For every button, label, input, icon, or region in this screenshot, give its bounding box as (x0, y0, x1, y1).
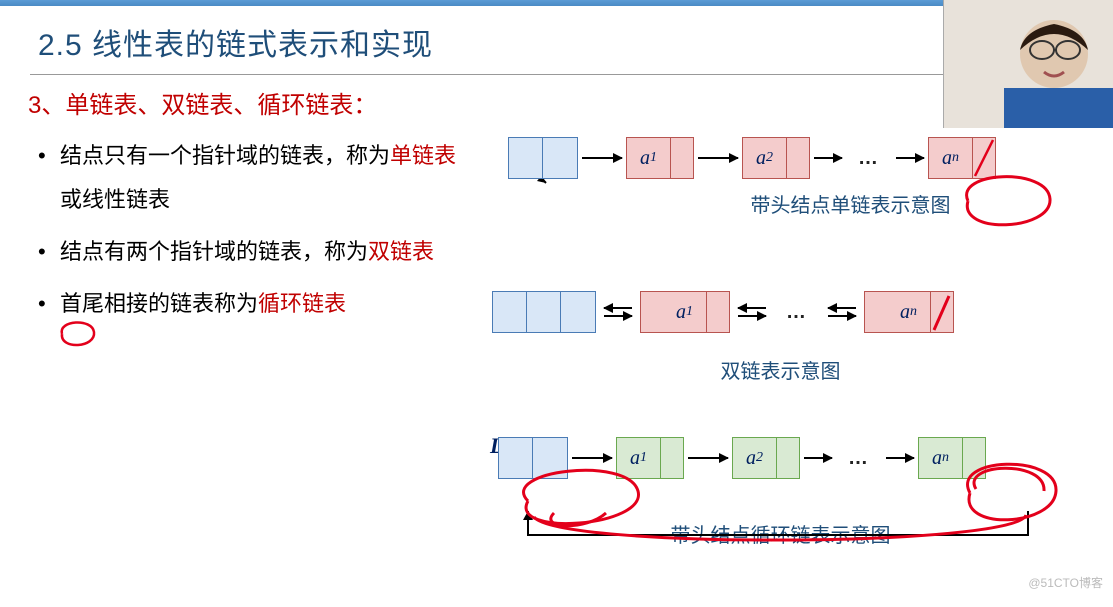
watermark: @51CTO博客 (1028, 574, 1103, 591)
bullet-3-red: 循环链表 (258, 291, 346, 316)
arrow-icon (582, 157, 622, 159)
person-icon (944, 0, 1113, 128)
ca2-sub: 2 (756, 450, 763, 466)
arrow-icon (886, 457, 914, 459)
bullet-3: 首尾相接的链表称为循环链表 (60, 282, 458, 326)
row-doubly: a1 … an (492, 291, 1093, 333)
bullet-1-pre: 结点只有一个指针域的链表，称为 (60, 143, 390, 168)
bullet-2-pre: 结点有两个指针域的链表，称为 (60, 239, 368, 264)
arrow-icon (896, 157, 924, 159)
title-divider (30, 74, 1083, 75)
bullet-3-pre: 首尾相接的链表称为 (60, 291, 258, 316)
double-arrow-icon (824, 307, 860, 317)
heading-term-1: 单链表 (65, 92, 137, 119)
node-a1: a1 (626, 137, 694, 179)
section-heading: 3、单链表、双链表、循环链表： (28, 85, 458, 120)
bullet-2: 结点有两个指针域的链表，称为双链表 (60, 230, 458, 274)
heading-term-3: 循环链表 (257, 92, 353, 119)
a2-sub: 2 (766, 150, 773, 166)
ellipsis: … (786, 301, 808, 324)
caption-2: 双链表示意图 (468, 355, 1093, 384)
heading-sep-2: 、 (233, 92, 257, 119)
scribble-loop-trace (498, 507, 1058, 557)
heading-term-2: 双链表 (161, 92, 233, 119)
double-arrow-icon (734, 307, 770, 317)
double-arrow-icon (600, 307, 636, 317)
scribble-circle-tail-1 (948, 165, 1058, 239)
dan-sub: n (910, 304, 917, 320)
a1-label: a (640, 147, 650, 170)
cnode-a2: a2 (732, 437, 800, 479)
node-a2: a2 (742, 137, 810, 179)
dan-label: a (900, 301, 910, 324)
da1-sub: 1 (686, 304, 693, 320)
arrow-icon (814, 157, 842, 159)
content-area: 3、单链表、双链表、循环链表： 结点只有一个指针域的链表，称为单链表或线性链表 … (0, 85, 1113, 607)
can-label: a (932, 447, 942, 470)
heading-colon: ： (353, 92, 377, 119)
ellipsis: … (858, 147, 880, 170)
bullet-1-red: 单链表 (390, 143, 456, 168)
heading-number: 3、 (28, 92, 65, 119)
arrow-icon (572, 457, 612, 459)
arrow-icon (698, 157, 738, 159)
dnode-an: an (864, 291, 954, 333)
diagram-singly: L a1 a2 … an 带头结点单链表示意图 (468, 137, 1093, 267)
text-column: 3、单链表、双链表、循环链表： 结点只有一个指针域的链表，称为单链表或线性链表 … (28, 85, 468, 607)
a1-sub: 1 (650, 150, 657, 166)
arrow-icon (688, 457, 728, 459)
arrow-icon (804, 457, 832, 459)
a2-label: a (756, 147, 766, 170)
bullet-list: 结点只有一个指针域的链表，称为单链表或线性链表 结点有两个指针域的链表，称为双链… (28, 134, 458, 326)
bullet-2-red: 双链表 (368, 239, 434, 264)
da1-label: a (676, 301, 686, 324)
head-node-2 (492, 291, 596, 333)
head-node-1 (508, 137, 578, 179)
ellipsis: … (848, 447, 870, 470)
bullet-1: 结点只有一个指针域的链表，称为单链表或线性链表 (60, 134, 458, 222)
diagram-circular: L a1 a2 … an (468, 437, 1093, 587)
ca2-label: a (746, 447, 756, 470)
dnode-a1: a1 (640, 291, 730, 333)
diagram-doubly: L a1 … an 双链表示意图 (468, 291, 1093, 421)
an-sub: n (952, 150, 959, 166)
scribble-circle-bullet3 (54, 314, 100, 354)
bullet-1-post: 或线性链表 (60, 187, 170, 212)
heading-sep-1: 、 (137, 92, 161, 119)
null-slash-icon (931, 292, 953, 332)
webcam-overlay (943, 0, 1113, 128)
diagram-column: L a1 a2 … an 带头结点单链表示意图 L (468, 85, 1093, 607)
